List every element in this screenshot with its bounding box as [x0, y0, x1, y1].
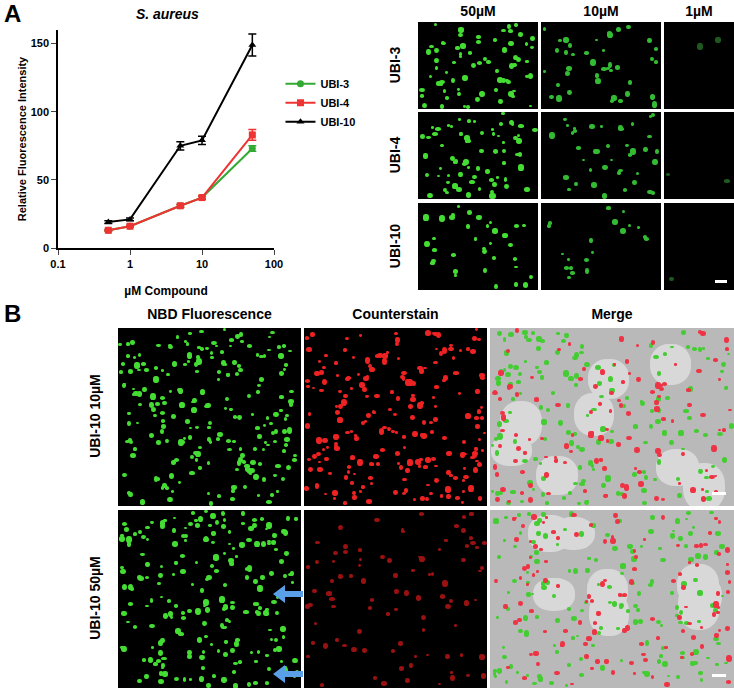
svg-text:150: 150: [31, 37, 49, 49]
svg-text:UBI-3: UBI-3: [320, 78, 349, 90]
html-text:A: A: [4, 0, 22, 27]
svg-text:UBI-4: UBI-4: [320, 97, 350, 109]
svg-text:µM Compound: µM Compound: [124, 284, 208, 298]
html-text:UBI-10: UBI-10: [387, 223, 403, 268]
svg-text:S. aureus: S. aureus: [136, 6, 199, 22]
svg-text:50: 50: [37, 174, 49, 186]
html-text:UBI-10 10µM: UBI-10 10µM: [87, 374, 103, 458]
svg-text:100: 100: [265, 258, 283, 270]
html-text:NBD Fluorescence: NBD Fluorescence: [147, 306, 272, 322]
svg-text:1: 1: [127, 258, 133, 270]
html-text:UBI-4: UBI-4: [387, 136, 403, 173]
svg-text:0: 0: [43, 242, 49, 254]
svg-text:Relative Fluorescence Intensit: Relative Fluorescence Intensity: [16, 56, 28, 221]
html-text:UBI-10 50µM: UBI-10 50µM: [87, 556, 103, 640]
svg-text:0.1: 0.1: [50, 258, 65, 270]
html-text:UBI-3: UBI-3: [387, 46, 403, 83]
html-text:B: B: [4, 300, 22, 327]
html-text:Counterstain: Counterstain: [352, 306, 439, 322]
svg-text:100: 100: [31, 106, 49, 118]
html-text:50µM: 50µM: [460, 3, 496, 19]
html-text:10µM: 10µM: [583, 3, 619, 19]
html-text:Merge: Merge: [591, 306, 633, 322]
svg-text:10: 10: [196, 258, 208, 270]
svg-text:UBI-10: UBI-10: [320, 116, 355, 128]
html-text:1µM: 1µM: [685, 3, 713, 19]
